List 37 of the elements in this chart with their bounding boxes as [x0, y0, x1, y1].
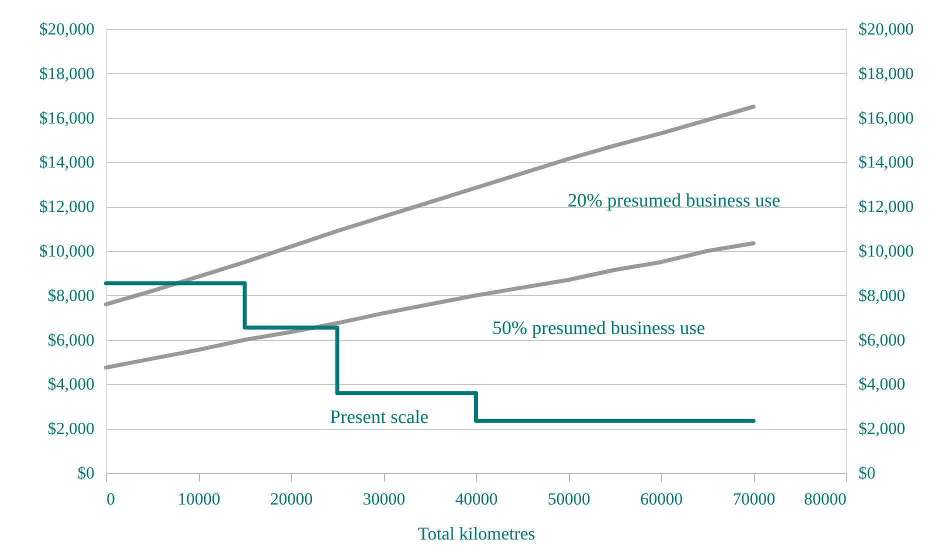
y-tick-label: $0	[78, 464, 94, 482]
x-tick-label: 40000	[455, 490, 498, 508]
y-tick-label: $10,000	[39, 242, 94, 260]
y2-tick-label: $0	[858, 464, 876, 482]
x-tick-label: 20000	[270, 490, 313, 508]
y-tick-label: $18,000	[39, 64, 94, 83]
y2-tick-label: $10,000	[858, 242, 914, 260]
x-tick-label: 0	[106, 490, 115, 508]
x-tick-label: 10000	[178, 490, 220, 508]
series-label: Present scale	[330, 407, 429, 428]
line-series	[104, 104, 756, 306]
y2-tick-label: $4,000	[858, 374, 906, 394]
x-tick-label: 70000	[732, 490, 776, 508]
y-tick-label: $12,000	[39, 197, 94, 216]
y-tick-label: $20,000	[39, 20, 94, 38]
y-tick-label: $6,000	[48, 330, 94, 350]
y2-tick-label: $8,000	[858, 286, 906, 305]
y-tick-label: $4,000	[48, 374, 94, 394]
x-tick-label: 80000	[804, 490, 846, 508]
line-series	[104, 241, 756, 370]
x-axis-title: Total kilometres	[418, 524, 536, 544]
y-tick-label: $8,000	[48, 286, 94, 305]
y2-tick-label: $6,000	[858, 330, 906, 350]
y2-tick-label: $2,000	[858, 419, 906, 438]
y-tick-label: $16,000	[39, 108, 94, 128]
y-tick-label: $14,000	[39, 152, 94, 172]
series-label: 50% presumed business use	[492, 318, 706, 339]
x-tick-label: 60000	[640, 490, 683, 508]
x-tick-label: 30000	[362, 490, 406, 508]
y2-tick-label: $14,000	[858, 152, 914, 172]
y2-tick-label: $12,000	[858, 197, 914, 216]
y2-tick-label: $18,000	[858, 64, 914, 83]
y-tick-label: $2,000	[48, 419, 94, 438]
y2-tick-label: $20,000	[858, 20, 914, 38]
x-tick-label: 50000	[548, 490, 590, 508]
series-label: 20% presumed business use	[568, 190, 780, 212]
y2-tick-label: $16,000	[858, 108, 914, 128]
